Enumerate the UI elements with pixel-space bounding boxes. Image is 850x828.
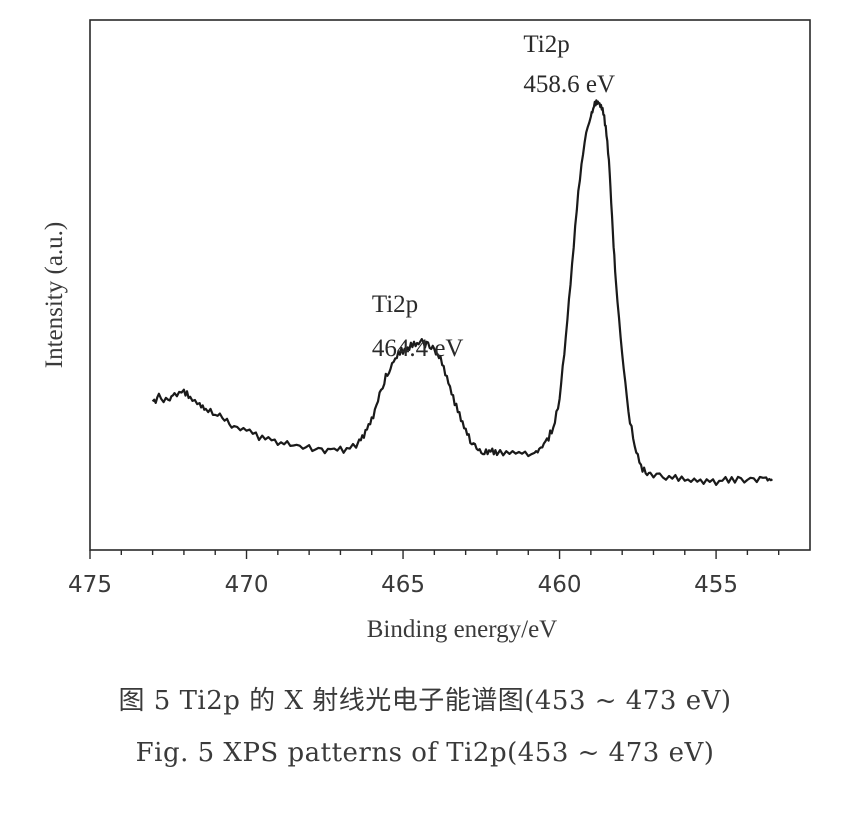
peak-label-energy: 458.6 eV [523, 71, 615, 98]
peak-label-energy: 464.4 eV [372, 335, 464, 362]
plot-border [89, 19, 811, 551]
x-tick-label: 470 [225, 572, 269, 598]
series-group [151, 99, 773, 486]
xps-chart: 475 470 465 460 455 Ti2p 464.4 eV Ti2p 458.6 eV… [41, 19, 811, 643]
plot-frame [89, 19, 811, 551]
x-axis-title: Binding energy/eV [367, 616, 557, 643]
x-tick-label: 465 [381, 572, 425, 598]
peak-label-element: Ti2p [372, 291, 418, 318]
figure-caption-chinese: 图 5 Ti2p 的 X 射线光电子能谱图(453 ~ 473 eV) [118, 686, 732, 716]
x-tick-label: 475 [68, 572, 112, 598]
y-axis-title: Intensity (a.u.) [41, 222, 68, 368]
x-axis-ticks: 475 470 465 460 455 [68, 550, 780, 598]
peak-annotations: Ti2p 464.4 eV Ti2p 458.6 eV [372, 31, 615, 362]
peak-label-element: Ti2p [523, 31, 569, 58]
figure-caption-english: Fig. 5 XPS patterns of Ti2p(453 ~ 473 eV… [135, 738, 715, 768]
ti2p-spectrum-line [151, 99, 773, 486]
x-tick-label: 460 [538, 572, 582, 598]
x-tick-label: 455 [694, 572, 738, 598]
